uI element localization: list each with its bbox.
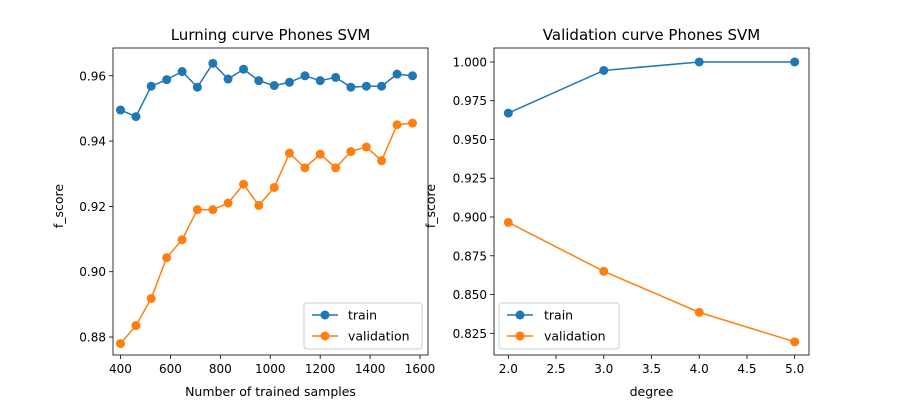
learning-curve-train-point xyxy=(115,105,125,115)
learning-curve-train-point xyxy=(377,81,387,91)
validation-curve-legend-train-marker xyxy=(515,310,525,320)
validation-curve-x-axis-label: degree xyxy=(630,384,674,399)
learning-curve-title: Lurning curve Phones SVM xyxy=(171,26,371,44)
learning-curve-train-point xyxy=(192,82,202,92)
validation-curve-y-axis-label: f_score xyxy=(423,184,438,229)
learning-curve-train-point xyxy=(269,81,279,91)
learning-curve-validation-point xyxy=(315,149,325,159)
learning-curve-plot-area: 400 600 800 1000 1200 1400 1600 0.88 0.90 0.92 0.9… xyxy=(79,47,436,376)
learning-curve-train-point xyxy=(315,76,325,86)
validation-curve-y-tick-label: 0.875 xyxy=(453,249,487,263)
learning-curve-y-tick-label: 0.96 xyxy=(79,69,106,83)
validation-curve-train-series-line xyxy=(508,61,795,114)
learning-curve-validation-point xyxy=(300,163,310,173)
learning-curve-x-tick-label: 1000 xyxy=(255,362,286,376)
validation-curve-train-point xyxy=(790,57,800,67)
validation-curve-legend-train-label: train xyxy=(544,308,573,323)
learning-curve-y-tick-label: 0.88 xyxy=(79,331,106,345)
learning-curve-validation-point xyxy=(361,142,371,152)
learning-curve-validation-point xyxy=(115,339,125,349)
validation-curve-train-point xyxy=(694,57,704,67)
validation-curve-validation-point xyxy=(790,337,800,347)
learning-curve-y-tick-label: 0.90 xyxy=(79,265,106,279)
learning-curve-train-point xyxy=(239,64,249,74)
learning-curve-validation-point xyxy=(331,163,341,173)
validation-curve-y-tick-label: 0.900 xyxy=(453,211,487,225)
learning-curve-validation-point xyxy=(192,205,202,215)
validation-curve-x-tick-label: 5.0 xyxy=(785,362,804,376)
learning-curve-x-tick-label: 1600 xyxy=(405,362,436,376)
validation-curve-legend: train validation xyxy=(498,302,620,350)
validation-curve-y-tick-label: 0.925 xyxy=(453,172,487,186)
learning-curve-y-tick-label: 0.92 xyxy=(79,200,106,214)
learning-curve-train-point xyxy=(346,82,356,92)
validation-curve-x-tick-label: 2.5 xyxy=(546,362,565,376)
validation-curve-y-tick-label: 0.950 xyxy=(453,133,487,147)
learning-curve-validation-point xyxy=(162,253,172,263)
validation-curve-validation-point xyxy=(503,217,513,227)
validation-curve-train-point xyxy=(599,65,609,75)
learning-curve-legend-train-label: train xyxy=(348,308,377,323)
validation-curve-y-tick-label: 0.975 xyxy=(453,94,487,108)
learning-curve-validation-point xyxy=(377,156,387,166)
learning-curve-x-axis-label: Number of trained samples xyxy=(185,384,356,399)
validation-curve-legend-validation-marker xyxy=(515,331,525,341)
learning-curve-train-point xyxy=(254,76,264,86)
validation-curve-x-tick-label: 2.0 xyxy=(499,362,518,376)
learning-curve-train-point xyxy=(208,58,218,68)
validation-curve-plot-area: 2.0 2.5 3.0 3.5 4.0 4.5 5.0 0.825 0.850 0.875 0.90… xyxy=(453,47,810,376)
learning-curve-validation-point xyxy=(146,294,156,303)
learning-curve-legend-train-marker xyxy=(320,310,330,320)
learning-curve-legend-validation-marker xyxy=(320,331,330,341)
learning-curve-x-tick-label: 1400 xyxy=(355,362,386,376)
validation-curve-validation-point xyxy=(599,266,609,276)
learning-curve-train-point xyxy=(408,71,418,81)
learning-curve-validation-point xyxy=(284,148,294,158)
learning-curve-validation-point xyxy=(177,235,187,245)
learning-curve-legend: train validation xyxy=(303,302,423,350)
validation-curve-chart: Validation curve Phones SVM 2.0 2.5 3.0 3.5… xyxy=(423,26,810,399)
learning-curve-train-point xyxy=(300,71,310,81)
learning-curve-x-tick-label: 600 xyxy=(159,362,182,376)
learning-curve-x-tick-label: 1200 xyxy=(305,362,336,376)
learning-curve-x-tick-label: 400 xyxy=(109,362,132,376)
learning-curve-validation-point xyxy=(254,200,264,210)
validation-curve-y-tick-label: 1.000 xyxy=(453,55,487,69)
learning-curve-train-point xyxy=(162,75,172,85)
learning-curve-validation-point xyxy=(346,147,356,157)
learning-curve-y-axis-label: f_score xyxy=(51,184,66,229)
learning-curve-train-point xyxy=(331,72,341,82)
learning-curve-train-point xyxy=(223,74,233,84)
learning-curve-validation-point xyxy=(269,182,279,192)
learning-curve-train-point xyxy=(177,67,187,77)
learning-curve-validation-point xyxy=(131,321,141,331)
validation-curve-y-tick-label: 0.825 xyxy=(453,327,487,341)
learning-curve-validation-point xyxy=(223,198,233,208)
learning-curve-legend-validation-label: validation xyxy=(348,329,410,344)
learning-curve-validation-point xyxy=(239,179,249,189)
learning-curve-train-point xyxy=(361,81,371,91)
validation-curve-title: Validation curve Phones SVM xyxy=(543,26,760,44)
validation-curve-x-tick-label: 3.5 xyxy=(642,362,661,376)
validation-curve-validation-series-line xyxy=(507,221,795,343)
learning-curve-x-tick-label: 800 xyxy=(209,362,232,376)
learning-curve-train-point xyxy=(131,112,141,122)
learning-curve-chart: Lurning curve Phones SVM 400 600 800 1000 12… xyxy=(51,26,435,399)
validation-curve-train-point xyxy=(503,108,513,118)
learning-curve-y-tick-label: 0.94 xyxy=(79,135,106,149)
validation-curve-x-tick-label: 4.0 xyxy=(690,362,709,376)
learning-curve-train-point xyxy=(284,77,294,87)
validation-curve-x-tick-label: 4.5 xyxy=(737,362,756,376)
validation-curve-y-tick-label: 0.850 xyxy=(453,288,487,302)
learning-curve-validation-point xyxy=(208,205,218,215)
validation-curve-x-tick-label: 3.0 xyxy=(594,362,613,376)
validation-curve-validation-point xyxy=(694,307,704,317)
learning-curve-validation-point xyxy=(392,120,402,130)
learning-curve-validation-point xyxy=(408,118,418,128)
learning-curve-train-point xyxy=(392,69,402,79)
validation-curve-legend-validation-label: validation xyxy=(544,329,606,344)
learning-curve-train-point xyxy=(146,81,156,91)
